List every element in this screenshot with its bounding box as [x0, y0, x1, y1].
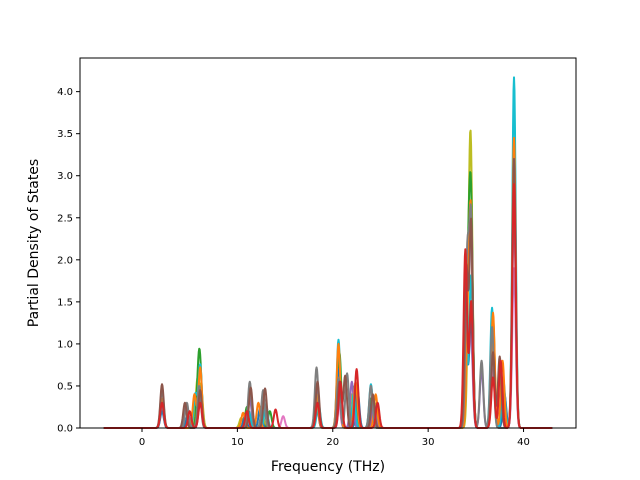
y-axis-ticks: 0.0 0.5 1.0 1.5 2.0 2.5 3.0 3.5 4.0	[57, 87, 80, 435]
y-tick-label: 3.0	[57, 171, 73, 182]
y-tick-label: 1.0	[57, 339, 73, 350]
y-tick-label: 0.5	[57, 381, 73, 392]
plot-area	[79, 57, 577, 429]
x-tick-label: 0	[139, 437, 145, 448]
x-tick-label: 10	[231, 437, 244, 448]
y-tick-label: 4.0	[57, 87, 73, 98]
x-axis-ticks: 0 10 20 30 40	[139, 428, 530, 448]
y-tick-label: 1.5	[57, 297, 73, 308]
y-tick-label: 0.0	[57, 424, 73, 435]
axes-frame	[79, 57, 577, 429]
y-tick-label: 3.5	[57, 129, 73, 140]
y-axis-label: Partial Density of States	[26, 159, 42, 327]
x-tick-label: 30	[422, 437, 435, 448]
x-tick-label: 40	[517, 437, 530, 448]
y-tick-label: 2.0	[57, 255, 73, 266]
y-tick-label: 2.5	[57, 213, 73, 224]
x-axis-label: Frequency (THz)	[271, 459, 385, 475]
x-tick-label: 20	[326, 437, 339, 448]
